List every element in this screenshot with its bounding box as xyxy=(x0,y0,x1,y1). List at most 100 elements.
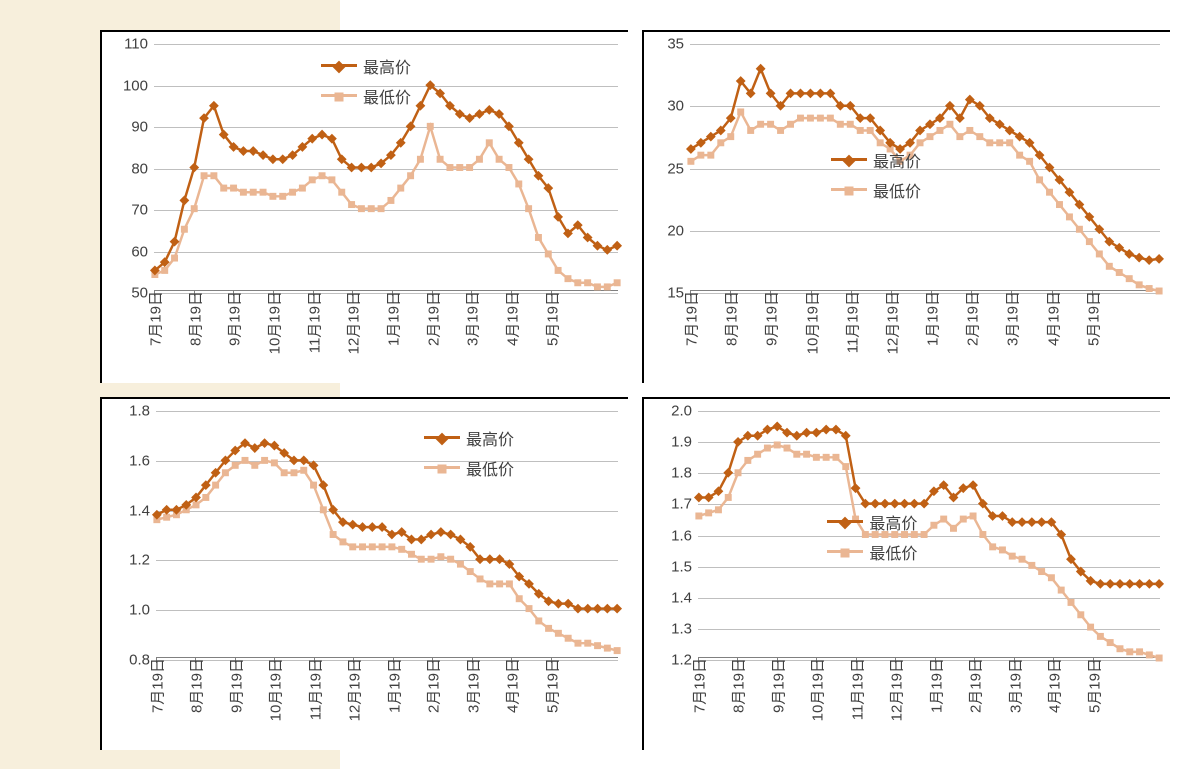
x-axis-tick-label: 12月19日 xyxy=(884,658,907,721)
series-marker-high xyxy=(1125,579,1135,589)
x-axis-tick-label: 9月19日 xyxy=(759,291,782,346)
x-axis-tick-label: 3月19日 xyxy=(1002,658,1025,713)
series-marker-low xyxy=(614,647,621,654)
series-marker-low xyxy=(927,133,934,140)
x-axis-tick-label: 11月19日 xyxy=(844,658,867,720)
series-marker-low xyxy=(398,546,405,553)
series-marker-low xyxy=(921,531,928,538)
x-axis-tick-label: 10月19日 xyxy=(263,658,286,721)
series-marker-low xyxy=(417,156,424,163)
series-marker-low xyxy=(232,462,239,469)
series-marker-high xyxy=(366,163,376,173)
x-axis-tick-label: 8月19日 xyxy=(719,291,742,346)
series-marker-high xyxy=(583,604,593,614)
x-axis-tick-label: 9月19日 xyxy=(765,658,788,713)
x-axis-tick-label: 2月19日 xyxy=(421,658,444,713)
x-axis-tick-label: 4月19日 xyxy=(500,658,523,713)
series-marker-low xyxy=(1116,269,1123,276)
x-axis-tick-label: 12月19日 xyxy=(342,658,365,721)
charts-grid: 50607080901001107月19日8月19日9月19日10月19日11月… xyxy=(100,30,1170,750)
series-marker-high xyxy=(260,438,270,448)
series-marker-high xyxy=(811,428,821,438)
diamond-marker-icon xyxy=(843,155,856,168)
series-marker-high xyxy=(475,109,485,119)
series-marker-high xyxy=(268,154,278,164)
legend-label-low: 最低价 xyxy=(466,456,514,480)
series-svg xyxy=(698,411,1160,658)
series-marker-low xyxy=(1068,599,1075,606)
series-marker-high xyxy=(909,499,919,509)
series-marker-low xyxy=(191,205,198,212)
legend-line-icon xyxy=(321,94,357,97)
series-marker-low xyxy=(466,164,473,171)
series-marker-low xyxy=(1086,238,1093,245)
plot-area: 0.81.01.21.41.61.87月19日8月19日9月19日10月19日1… xyxy=(156,411,618,658)
y-axis-tick-label: 90 xyxy=(131,119,154,136)
x-axis-tick-label: 2月19日 xyxy=(420,291,443,346)
series-marker-high xyxy=(436,527,446,537)
series-marker-high xyxy=(327,134,337,144)
series-marker-low xyxy=(261,457,268,464)
series-marker-low xyxy=(181,226,188,233)
plot-area: 1.21.31.41.51.61.71.81.92.07月19日8月19日9月1… xyxy=(698,411,1160,658)
series-marker-high xyxy=(367,522,377,532)
series-marker-low xyxy=(545,250,552,257)
series-marker-low xyxy=(940,516,947,523)
x-axis-tick-label: 9月19日 xyxy=(223,658,246,713)
y-axis-tick-label: 35 xyxy=(667,36,690,53)
series-marker-high xyxy=(250,443,260,453)
series-marker-high xyxy=(806,88,816,98)
x-axis-tick-label: 3月19日 xyxy=(1000,291,1023,346)
series-marker-low xyxy=(330,531,337,538)
series-marker-low xyxy=(996,139,1003,146)
x-axis-tick-label: 7月19日 xyxy=(687,658,710,713)
series-marker-low xyxy=(201,172,208,179)
series-marker-low xyxy=(505,164,512,171)
series-marker-high xyxy=(484,105,494,115)
series-marker-high xyxy=(189,163,199,173)
x-axis-tick-label: 11月19日 xyxy=(302,658,325,720)
series-marker-low xyxy=(349,543,356,550)
x-axis-tick-label: 7月19日 xyxy=(145,658,168,713)
series-marker-low xyxy=(210,172,217,179)
series-marker-low xyxy=(437,553,444,560)
series-marker-low xyxy=(1087,624,1094,631)
series-marker-low xyxy=(747,127,754,134)
series-line-low xyxy=(691,112,1159,291)
series-marker-low xyxy=(446,164,453,171)
series-marker-low xyxy=(290,469,297,476)
series-marker-low xyxy=(774,441,781,448)
series-marker-low xyxy=(1058,587,1065,594)
y-axis-tick-label: 1.6 xyxy=(671,527,698,544)
y-axis-tick-label: 1.2 xyxy=(129,552,156,569)
series-marker-low xyxy=(358,205,365,212)
series-marker-low xyxy=(1146,651,1153,658)
chart-panel-c: 0.81.01.21.41.61.87月19日8月19日9月19日10月19日1… xyxy=(100,397,628,750)
series-marker-low xyxy=(193,501,200,508)
series-marker-low xyxy=(960,516,967,523)
series-marker-low xyxy=(516,595,523,602)
series-marker-high xyxy=(162,505,172,515)
series-marker-high xyxy=(1115,579,1125,589)
series-marker-low xyxy=(1126,275,1133,282)
series-marker-low xyxy=(803,451,810,458)
series-marker-low xyxy=(161,267,168,274)
series-marker-low xyxy=(368,205,375,212)
series-marker-high xyxy=(602,245,612,255)
y-axis-tick-label: 1.4 xyxy=(671,589,698,606)
series-marker-low xyxy=(594,642,601,649)
series-marker-high xyxy=(358,522,368,532)
legend-line-icon xyxy=(831,188,867,191)
series-marker-low xyxy=(320,506,327,513)
series-marker-low xyxy=(614,279,621,286)
series-marker-high xyxy=(612,604,622,614)
series-marker-low xyxy=(754,451,761,458)
series-marker-high xyxy=(1037,517,1047,527)
series-marker-low xyxy=(817,115,824,122)
series-marker-low xyxy=(574,279,581,286)
legend-row-high: 最高价 xyxy=(827,510,917,534)
series-marker-low xyxy=(230,185,237,192)
legend-label-low: 最低价 xyxy=(869,540,917,564)
series-marker-low xyxy=(1076,226,1083,233)
series-marker-low xyxy=(604,645,611,652)
